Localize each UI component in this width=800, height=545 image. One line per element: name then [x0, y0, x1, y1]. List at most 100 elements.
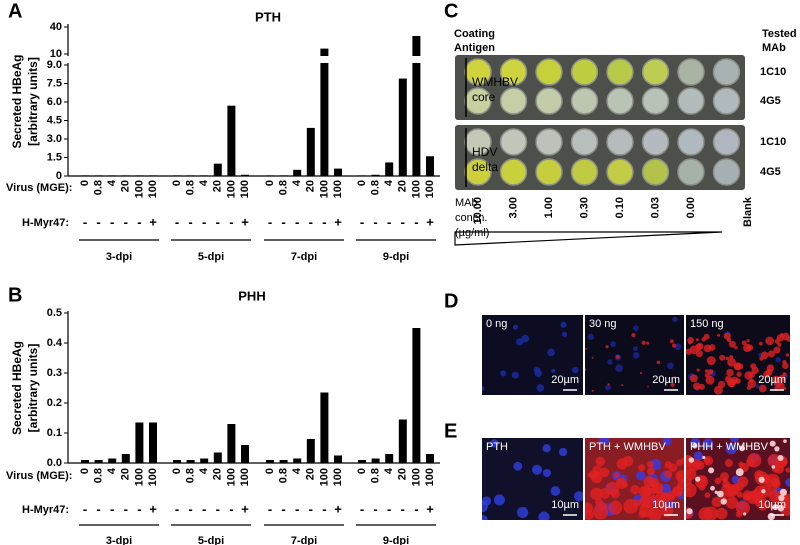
- x-tick-label: 100: [318, 468, 330, 486]
- bright-spot: [735, 468, 744, 477]
- signal: [691, 461, 698, 467]
- nucleus: [515, 338, 524, 346]
- signal: [786, 336, 790, 342]
- bar: [334, 168, 342, 176]
- micrograph: 150 ng 20µm: [686, 315, 790, 395]
- signal: [698, 507, 713, 520]
- y-axis-label: Secreted HBeAg: [10, 341, 24, 435]
- mab-label: 4G5: [760, 95, 781, 107]
- signal: [656, 360, 661, 365]
- bar: [426, 156, 434, 176]
- nucleus: [635, 470, 646, 481]
- concentration-title: MAb: [455, 197, 478, 209]
- y-tick-label: 0.5: [47, 307, 62, 319]
- group-label: 5-dpi: [198, 251, 224, 263]
- signal: [698, 483, 706, 491]
- x-tick-label: 0.8: [278, 468, 290, 483]
- x-tick-label: 100: [133, 180, 145, 198]
- signal: [621, 384, 623, 387]
- signal: [689, 374, 698, 383]
- signal: [650, 494, 657, 501]
- signal: [708, 344, 716, 351]
- signal: [623, 498, 639, 514]
- signal: [727, 357, 736, 367]
- signal: [736, 371, 742, 377]
- row-label: H-Myr47:: [22, 504, 69, 516]
- signal: [585, 348, 587, 350]
- signal: [729, 355, 734, 360]
- signal: [646, 341, 650, 345]
- treatment-label: -: [322, 214, 326, 229]
- signal: [759, 484, 773, 498]
- signal: [741, 340, 747, 346]
- signal: [642, 486, 653, 496]
- signal: [785, 353, 790, 357]
- treatment-label: +: [426, 501, 434, 516]
- x-tick-label: 0: [171, 180, 183, 186]
- x-tick-label: 100: [332, 468, 344, 486]
- signal: [668, 463, 678, 472]
- signal: [647, 461, 654, 468]
- x-tick-label: 20: [305, 180, 317, 192]
- well: [606, 58, 634, 86]
- treatment-label: -: [202, 501, 206, 516]
- well: [606, 128, 634, 156]
- bright-spot: [778, 494, 785, 502]
- signal: [760, 351, 769, 360]
- x-tick-label: 4: [106, 467, 118, 474]
- nucleus: [730, 438, 739, 443]
- signal: [591, 356, 594, 359]
- bar: [173, 460, 181, 463]
- signal: [735, 510, 743, 518]
- bar: [241, 445, 249, 463]
- signal: [766, 364, 775, 372]
- scale-label: 10µm: [758, 499, 786, 511]
- treatment-label: -: [401, 214, 405, 229]
- concentration-label: 0.10: [614, 197, 626, 218]
- signal: [660, 504, 674, 518]
- signal: [778, 380, 783, 386]
- header: Antigen: [454, 42, 495, 54]
- bar: [358, 460, 366, 463]
- nucleus: [672, 316, 678, 323]
- signal: [776, 334, 784, 342]
- bright-spot: [777, 504, 785, 512]
- well: [499, 158, 528, 186]
- bar: [200, 458, 209, 463]
- bar: [412, 36, 421, 176]
- signal: [590, 487, 603, 501]
- well: [535, 87, 563, 115]
- bar: [121, 175, 130, 177]
- signal: [671, 343, 677, 348]
- bar: [227, 424, 236, 463]
- row-label: Virus (MGE):: [6, 470, 72, 482]
- treatment-label: -: [309, 501, 313, 516]
- x-tick-label: 100: [424, 180, 436, 198]
- y-axis-label: [arbitrary units]: [26, 344, 40, 433]
- signal: [642, 496, 650, 504]
- scale-label: 10µm: [652, 499, 680, 511]
- x-tick-label: 4: [291, 467, 303, 474]
- treatment-label: -: [373, 214, 377, 229]
- axis-break: [63, 56, 440, 63]
- signal: [613, 472, 620, 479]
- signal: [676, 459, 683, 467]
- signal: [686, 483, 697, 498]
- signal: [758, 501, 768, 511]
- treatment-label: -: [96, 214, 100, 229]
- signal: [641, 340, 646, 345]
- bar: [385, 162, 394, 176]
- micrograph: PTH + WMHBV 10µm: [585, 438, 684, 520]
- gradient-wedge: [454, 231, 723, 246]
- x-tick-label: 100: [239, 468, 251, 486]
- signal: [772, 479, 781, 489]
- bright-spot: [714, 490, 718, 494]
- signal: [714, 477, 722, 485]
- y-tick-label: 0.2: [47, 397, 62, 409]
- nucleus: [550, 486, 561, 496]
- bar: [135, 422, 144, 463]
- treatment-label: -: [83, 501, 87, 516]
- nucleus: [662, 438, 672, 446]
- signal: [763, 370, 771, 379]
